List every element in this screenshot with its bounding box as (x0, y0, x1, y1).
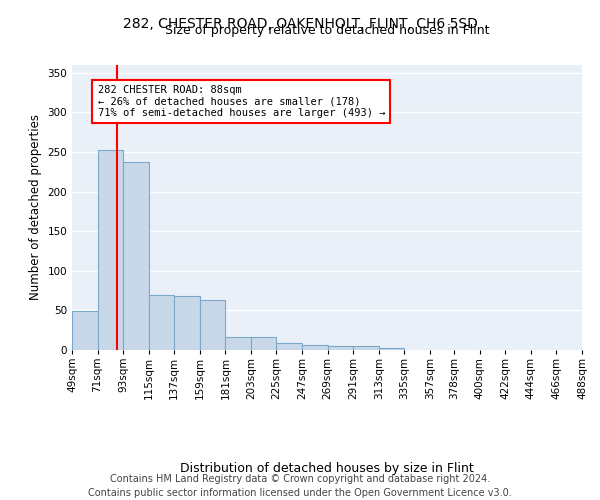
Bar (353, 346, 379, 350)
Bar (328, 346, 353, 350)
Bar (149, 296, 174, 350)
Bar (302, 346, 328, 350)
X-axis label: Distribution of detached houses by size in Flint: Distribution of detached houses by size … (180, 462, 474, 474)
Bar (123, 162, 149, 350)
Bar (200, 300, 226, 350)
Y-axis label: Number of detached properties: Number of detached properties (29, 114, 42, 300)
Bar (72, 311, 98, 350)
Bar (379, 348, 404, 350)
Title: Size of property relative to detached houses in Flint: Size of property relative to detached ho… (165, 24, 489, 38)
Bar (277, 343, 302, 350)
Text: 282, CHESTER ROAD, OAKENHOLT, FLINT, CH6 5SD: 282, CHESTER ROAD, OAKENHOLT, FLINT, CH6… (122, 18, 478, 32)
Bar (226, 336, 251, 350)
Bar (174, 296, 200, 350)
Text: 282 CHESTER ROAD: 88sqm
← 26% of detached houses are smaller (178)
71% of semi-d: 282 CHESTER ROAD: 88sqm ← 26% of detache… (98, 85, 385, 118)
Bar (98, 150, 123, 350)
Text: Contains HM Land Registry data © Crown copyright and database right 2024.
Contai: Contains HM Land Registry data © Crown c… (88, 474, 512, 498)
Bar (251, 336, 277, 350)
